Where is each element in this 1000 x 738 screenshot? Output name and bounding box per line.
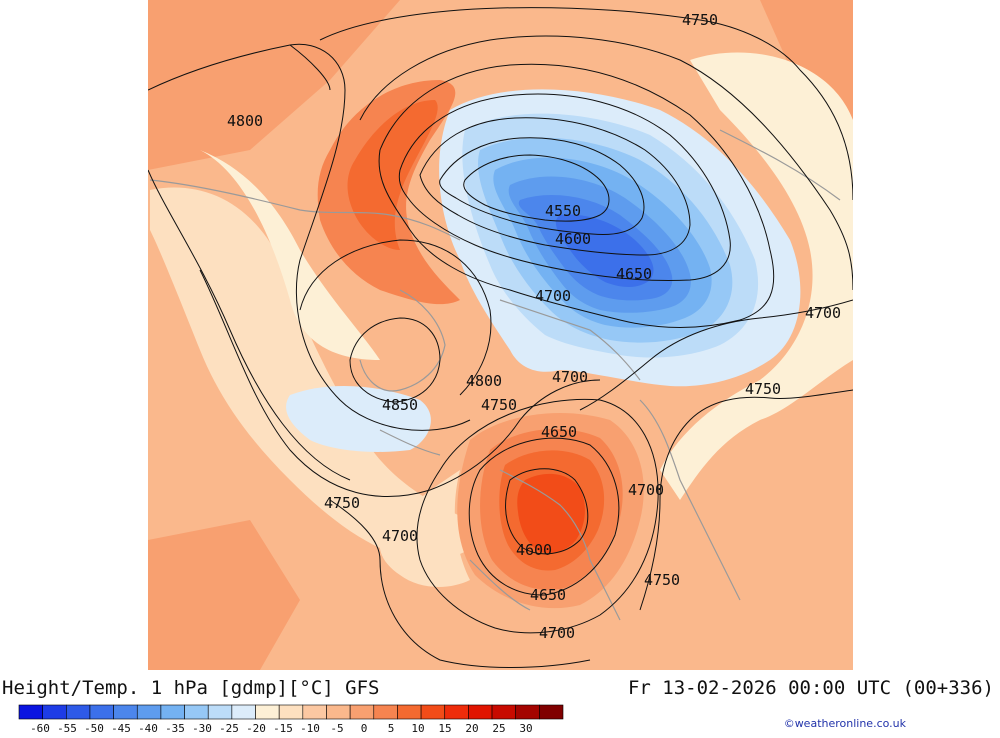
legend-tick-label: -30 — [192, 722, 212, 734]
legend-tick-label: -60 — [30, 722, 50, 734]
legend-tick-label: -5 — [330, 722, 343, 734]
legend-swatch — [420, 704, 446, 720]
contour-label: 4750 — [644, 571, 680, 589]
contour-labels: 4750 4800 4550 4600 4650 4700 4700 4800 4700 4750… — [227, 11, 841, 642]
valid-time: Fr 13-02-2026 00:00 UTC (00+336) — [627, 677, 994, 699]
legend-tick-label: -10 — [300, 722, 320, 734]
legend-swatch — [89, 704, 114, 720]
contour-label: 4700 — [382, 527, 418, 545]
contour-label: 4750 — [682, 11, 718, 29]
contour-label: 4750 — [745, 380, 781, 398]
contour-label: 4850 — [382, 396, 418, 414]
warm-region — [148, 0, 400, 170]
legend-swatch — [278, 704, 304, 720]
legend-swatch — [397, 704, 422, 720]
contour-label: 4700 — [535, 287, 571, 305]
color-legend-bar: -60 -55 -50 -45 -40 -35 -30 -25 -20 -15 -10 -5 0 5 10 1… — [18, 704, 564, 735]
cool-band — [660, 52, 853, 500]
color-legend: -60 -55 -50 -45 -40 -35 -30 -25 -20 -15 -10 -5 0 5 10 1… — [18, 704, 578, 738]
legend-swatch — [373, 704, 398, 720]
legend-swatch — [184, 704, 209, 720]
contour-label: 4800 — [466, 372, 502, 390]
legend-tick-label: 30 — [519, 722, 532, 734]
weather-map: 4750 4800 4550 4600 4650 4700 4700 4800 4700 4750… — [148, 0, 853, 670]
contour-label: 4650 — [530, 586, 566, 604]
cool-band — [150, 187, 483, 560]
legend-swatch — [491, 704, 516, 720]
coastlines — [149, 129, 841, 621]
contour-label: 4600 — [555, 230, 591, 248]
legend-swatch — [255, 704, 280, 720]
cool-band — [200, 150, 380, 360]
legend-tick-label: -20 — [246, 722, 266, 734]
legend-swatch — [136, 704, 162, 720]
legend-swatch — [326, 704, 351, 720]
contour-label: 4700 — [539, 624, 575, 642]
cool-band — [379, 470, 470, 587]
legend-tick-label: 20 — [465, 722, 478, 734]
legend-tick-label: 15 — [438, 722, 451, 734]
legend-tick-label: -55 — [57, 722, 77, 734]
map-title: Height/Temp. 1 hPa [gdmp][°C] GFS — [2, 677, 380, 699]
legend-tick-label: -35 — [165, 722, 185, 734]
contour-label: 4750 — [481, 396, 517, 414]
contour-label: 4700 — [805, 304, 841, 322]
legend-swatch — [66, 704, 91, 720]
legend-swatch — [231, 704, 256, 720]
legend-swatch — [18, 704, 43, 720]
warm-core — [517, 473, 585, 554]
credit-link[interactable]: ©weatheronline.co.uk — [783, 717, 906, 730]
contour-label: 4650 — [541, 423, 577, 441]
legend-swatch — [444, 704, 469, 720]
legend-tick-label: 5 — [388, 722, 395, 734]
contour-label: 4700 — [628, 481, 664, 499]
contour-label: 4650 — [616, 265, 652, 283]
legend-swatch — [515, 704, 540, 720]
legend-swatch — [160, 704, 185, 720]
legend-tick-label: -45 — [111, 722, 131, 734]
contour-label: 4800 — [227, 112, 263, 130]
map-canvas: 4750 4800 4550 4600 4650 4700 4700 4800 4700 4750… — [148, 0, 853, 670]
legend-swatch — [42, 704, 67, 720]
legend-tick-label: 10 — [411, 722, 424, 734]
legend-tick-label: 0 — [361, 722, 368, 734]
legend-tick-label: -15 — [273, 722, 293, 734]
contour-label: 4700 — [552, 368, 588, 386]
legend-swatch — [302, 704, 327, 720]
legend-tick-label: -25 — [219, 722, 239, 734]
contour-label: 4750 — [324, 494, 360, 512]
legend-tick-label: -50 — [84, 722, 104, 734]
contour-label: 4550 — [545, 202, 581, 220]
height-contours — [148, 7, 853, 668]
legend-swatch — [207, 704, 233, 720]
legend-swatch — [468, 704, 493, 720]
legend-tick-label: 25 — [492, 722, 505, 734]
legend-swatch — [113, 704, 138, 720]
warm-region — [148, 520, 300, 670]
legend-swatch — [539, 704, 564, 720]
contour-label: 4600 — [516, 541, 552, 559]
legend-tick-label: -40 — [138, 722, 158, 734]
legend-swatch — [349, 704, 375, 720]
